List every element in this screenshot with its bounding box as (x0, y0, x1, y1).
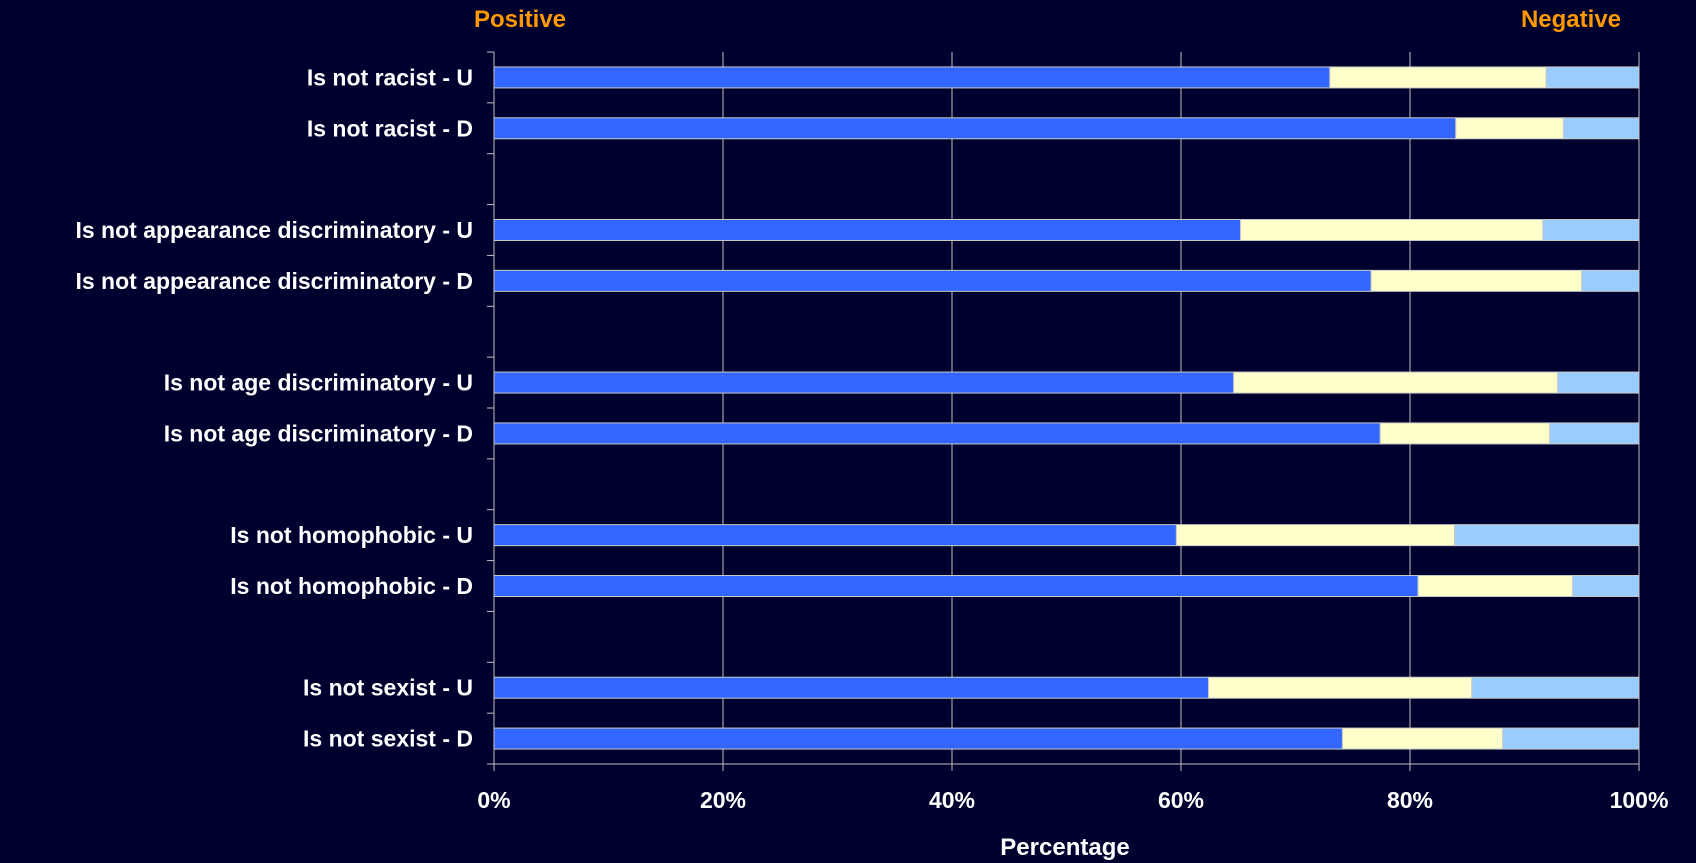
bar-segment-series-1 (493, 269, 1372, 292)
bar-segment-series-2 (1379, 422, 1551, 445)
x-tick-label: 100% (1610, 787, 1669, 813)
bar-segment-series-1 (493, 66, 1331, 89)
bar-segment-series-1 (493, 117, 1457, 140)
x-tick-label: 20% (700, 787, 746, 813)
plot-area: 0% 20% 40% 60% 80% 100% Is not racist - U Is no… (75, 51, 1669, 813)
bar-segment-series-2 (1175, 524, 1456, 547)
bar-segment-series-2 (1207, 676, 1473, 699)
bar-segment-series-1 (493, 524, 1177, 547)
bar-segment-series-3 (1502, 727, 1640, 750)
bar-segment-series-3 (1562, 117, 1640, 140)
category-label: Is not sexist - D (303, 726, 473, 752)
category-label: Is not homophobic - U (230, 522, 473, 548)
category-label: Is not sexist - U (303, 675, 473, 701)
bar-segment-series-3 (1557, 371, 1640, 394)
bar-segment-series-1 (493, 676, 1209, 699)
category-label: Is not racist - U (307, 64, 473, 90)
x-tick-label: 60% (1158, 787, 1204, 813)
bar-segment-series-3 (1549, 422, 1640, 445)
bar-segment-series-2 (1417, 575, 1574, 597)
category-label: Is not homophobic - D (230, 573, 473, 599)
bar-segment-series-1 (493, 422, 1381, 445)
x-tick-label: 0% (477, 787, 510, 813)
bar-segment-series-1 (493, 575, 1419, 597)
category-label: Is not appearance discriminatory - U (75, 217, 473, 243)
bar-segment-series-2 (1233, 371, 1559, 394)
bar-segment-series-3 (1581, 269, 1640, 292)
header-negative: Negative (1521, 6, 1621, 33)
bar-segment-series-2 (1341, 727, 1504, 750)
bar-segment-series-2 (1370, 269, 1583, 292)
category-label: Is not racist - D (307, 115, 473, 141)
bar-segment-series-3 (1542, 219, 1640, 241)
x-tick-label: 40% (929, 787, 975, 813)
bar-segment-series-2 (1329, 66, 1547, 89)
bar-segment-series-1 (493, 727, 1343, 750)
category-label: Is not age discriminatory - U (164, 370, 473, 396)
category-label: Is not appearance discriminatory - D (75, 268, 473, 294)
category-label: Is not age discriminatory - D (164, 420, 473, 446)
bar-segment-series-3 (1454, 524, 1640, 547)
bar-segment-series-1 (493, 371, 1235, 394)
bar-segment-series-2 (1240, 219, 1544, 241)
bar-segment-series-2 (1455, 117, 1564, 140)
bar-segment-series-3 (1471, 676, 1640, 699)
header-positive: Positive (474, 6, 566, 33)
bar-segment-series-3 (1572, 575, 1640, 597)
bar-segment-series-3 (1545, 66, 1640, 89)
bar-segment-series-1 (493, 219, 1242, 241)
x-tick-label: 80% (1387, 787, 1433, 813)
x-axis-title: Percentage (1000, 834, 1129, 861)
